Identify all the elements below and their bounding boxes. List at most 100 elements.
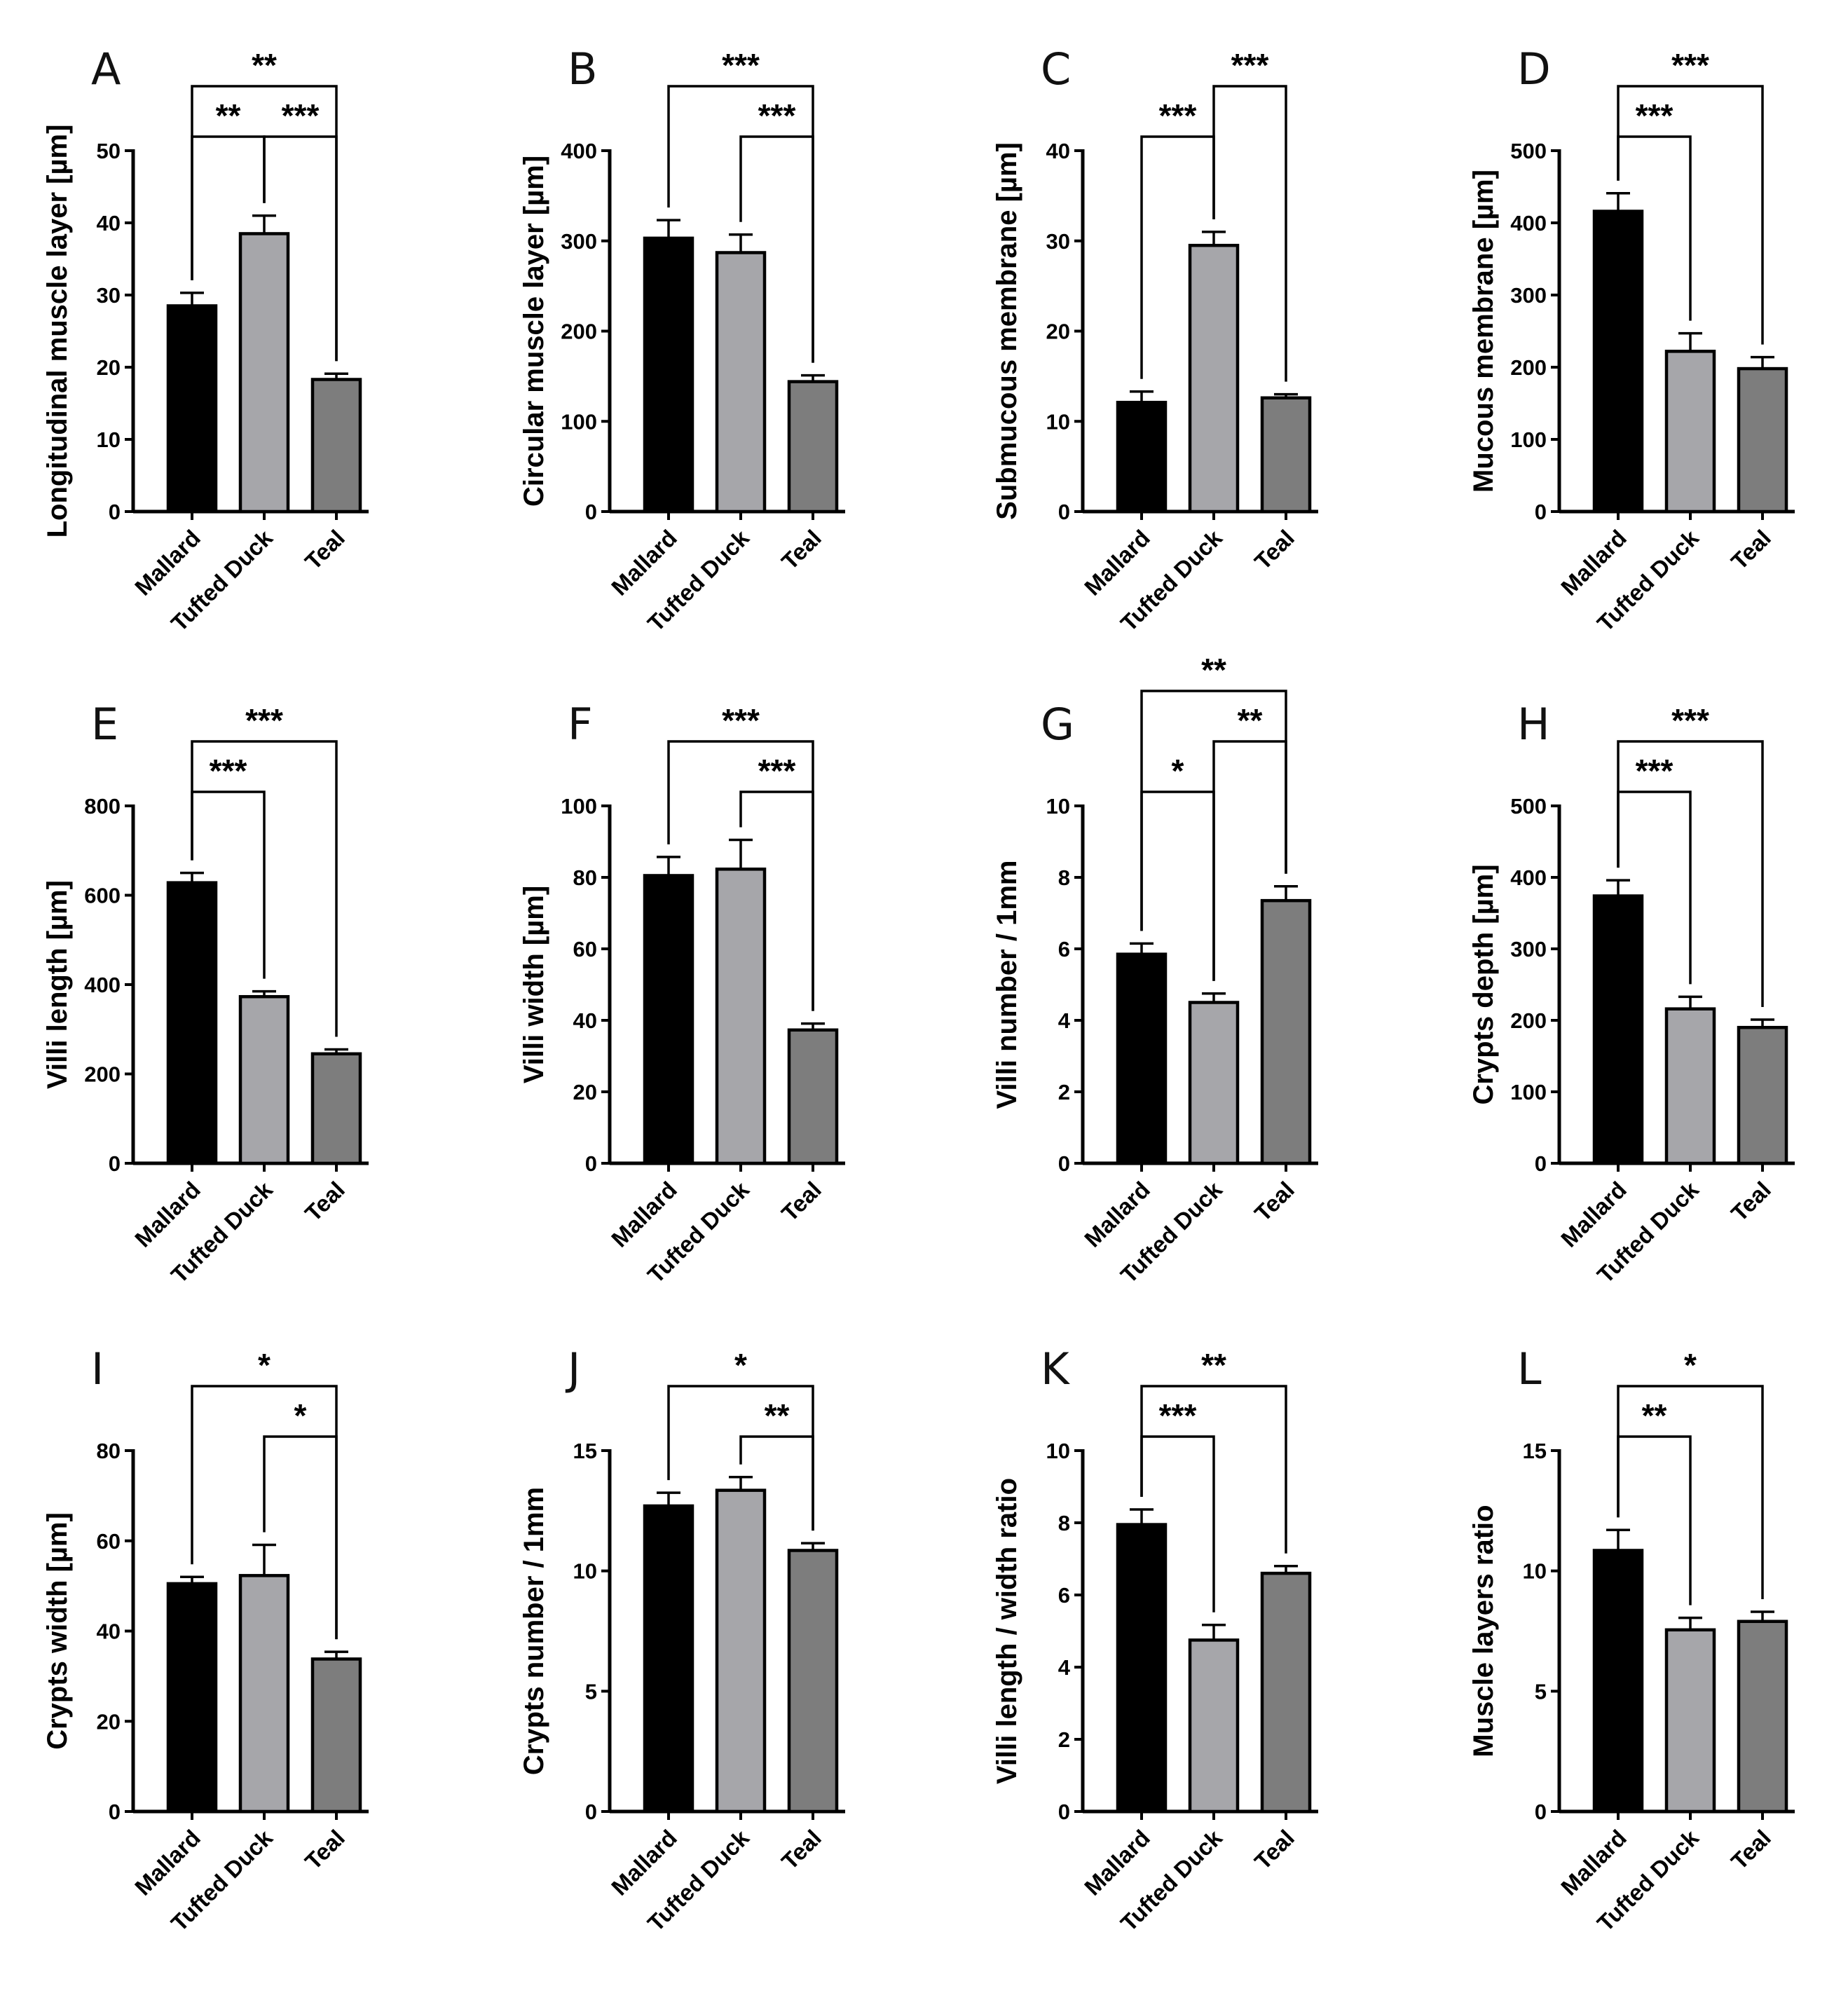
bar-mallard [166, 881, 218, 1165]
y-tick-label: 10 [97, 427, 121, 452]
significance-label: * [1172, 753, 1184, 789]
x-tick-label: Teal [1726, 1177, 1776, 1226]
panel-letter: I [91, 1343, 104, 1395]
bar-mallard [1592, 1549, 1644, 1814]
y-tick-label: 0 [585, 1151, 597, 1176]
significance-bracket [1140, 790, 1215, 981]
y-tick-label: 500 [1510, 794, 1547, 819]
y-tick-label: 40 [97, 1619, 121, 1644]
bar-mallard [1592, 210, 1644, 514]
bar-teal [310, 1657, 362, 1814]
y-tick-label: 4 [1058, 1655, 1071, 1680]
bar-teal [1260, 396, 1312, 514]
x-tick-label: Teal [300, 525, 350, 575]
y-tick-label: 800 [84, 794, 121, 819]
significance-label: *** [1159, 1397, 1197, 1434]
x-tick-label: Teal [1250, 525, 1299, 575]
bar-teal [787, 380, 839, 514]
y-tick-label: 100 [1510, 1080, 1547, 1104]
significance-label: ** [1201, 1347, 1226, 1383]
significance-label: ** [765, 1397, 790, 1434]
significance-bracket [1140, 690, 1287, 931]
y-tick-label: 400 [1510, 865, 1547, 890]
y-tick-label: 0 [1535, 500, 1547, 524]
significance-label: * [294, 1397, 307, 1434]
panel-letter: B [568, 43, 598, 95]
x-tick-label: Teal [776, 1825, 826, 1875]
x-tick-label: Teal [776, 1177, 826, 1226]
y-axis-label: Villi length / width ratio [992, 1478, 1022, 1784]
significance-label: ** [1238, 702, 1263, 739]
significance-label: ** [252, 47, 277, 83]
significance-label: *** [1636, 753, 1674, 789]
y-tick-label: 0 [1535, 1151, 1547, 1176]
significance-label: ** [1201, 652, 1226, 688]
bar-mallard [1116, 400, 1168, 514]
y-tick-label: 0 [1058, 1800, 1070, 1824]
bar-tufted-duck [1188, 1001, 1240, 1165]
y-tick-label: 60 [573, 937, 597, 961]
panel-letter: A [91, 43, 121, 95]
y-tick-label: 10 [1046, 794, 1070, 819]
significance-label: *** [722, 47, 760, 83]
y-tick-label: 80 [573, 865, 597, 890]
bar-teal [310, 1052, 362, 1165]
y-tick-label: 500 [1510, 139, 1547, 163]
significance-label: *** [1671, 702, 1709, 739]
significance-label: *** [1159, 97, 1197, 134]
significance-bracket [191, 740, 338, 1037]
y-tick-label: 200 [1510, 355, 1547, 380]
y-axis-label: Villi number / 1mm [992, 861, 1022, 1109]
significance-bracket [1617, 85, 1764, 345]
significance-label: *** [245, 702, 283, 739]
panel-letter: H [1517, 699, 1550, 750]
panel-letter: L [1517, 1343, 1542, 1395]
y-tick-label: 10 [1046, 409, 1070, 434]
y-tick-label: 30 [1046, 229, 1070, 254]
significance-bracket [1617, 740, 1764, 1007]
y-tick-label: 100 [561, 794, 597, 819]
y-tick-label: 300 [561, 229, 597, 254]
bar-mallard [643, 236, 694, 514]
chart-panel-a: A Longitudinal muscle layer [µm] 0 10 20 30 40… [42, 43, 369, 636]
bar-tufted-duck [238, 232, 290, 514]
y-tick-label: 4 [1058, 1008, 1071, 1033]
y-tick-label: 2 [1058, 1080, 1070, 1104]
significance-label: ** [216, 97, 241, 134]
x-tick-label: Teal [1726, 1825, 1776, 1875]
significance-label: *** [210, 753, 247, 789]
y-tick-label: 20 [97, 1709, 121, 1734]
bar-teal [787, 1028, 839, 1165]
y-tick-label: 600 [84, 884, 121, 908]
bar-mallard [643, 1504, 694, 1814]
y-tick-label: 0 [109, 1151, 121, 1176]
y-tick-label: 80 [97, 1439, 121, 1463]
bar-mallard [166, 1582, 218, 1814]
bar-tufted-duck [715, 1488, 767, 1814]
y-tick-label: 100 [561, 409, 597, 434]
y-axis-label: Crypts depth [µm] [1468, 864, 1499, 1104]
significance-bracket [1617, 1385, 1764, 1600]
y-tick-label: 8 [1058, 865, 1070, 890]
y-tick-label: 400 [84, 973, 121, 997]
y-tick-label: 200 [561, 320, 597, 344]
x-tick-label: Teal [776, 525, 826, 575]
x-tick-label: Teal [300, 1825, 350, 1875]
y-axis-label: Circular muscle layer [µm] [519, 156, 549, 507]
panel-letter: D [1517, 43, 1551, 95]
bar-mallard [643, 874, 694, 1165]
y-tick-label: 20 [1046, 320, 1070, 344]
y-tick-label: 0 [1535, 1800, 1547, 1824]
bar-teal [1737, 1025, 1788, 1165]
significance-label: *** [1671, 47, 1709, 83]
y-tick-label: 40 [1046, 139, 1070, 163]
y-tick-label: 0 [109, 500, 121, 524]
y-tick-label: 8 [1058, 1511, 1070, 1535]
y-tick-label: 6 [1058, 1583, 1070, 1608]
y-tick-label: 20 [97, 355, 121, 380]
y-tick-label: 200 [84, 1062, 121, 1087]
significance-bracket [667, 740, 814, 1011]
